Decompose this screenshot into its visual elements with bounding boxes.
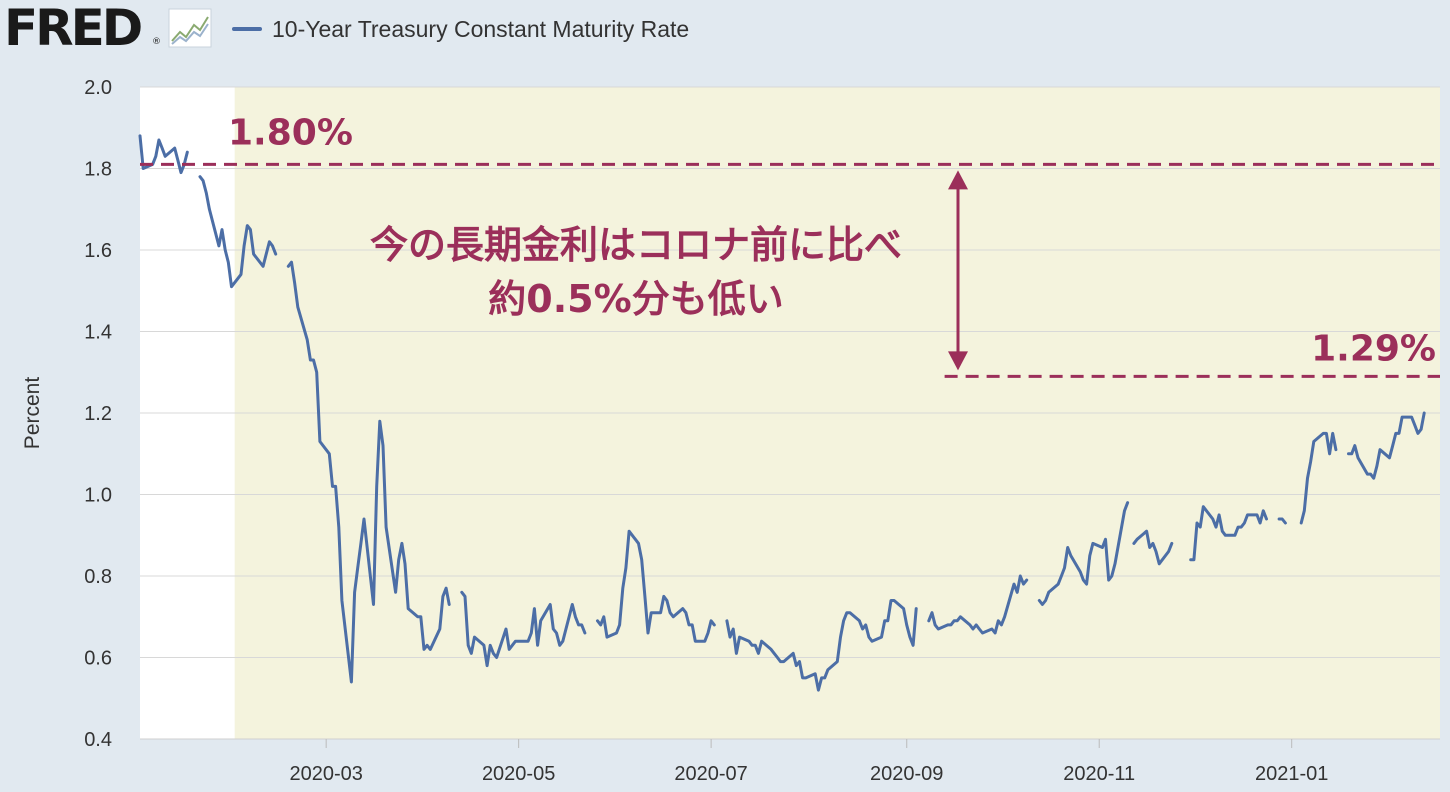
series-line	[1347, 411, 1426, 480]
y-tick-label: 0.8	[84, 566, 112, 588]
series-line	[460, 590, 587, 668]
series-line	[725, 599, 918, 692]
y-tick-label: 1.2	[84, 403, 112, 425]
x-tick-label: 2021-01	[1255, 763, 1328, 785]
arrow-head-down	[948, 351, 968, 371]
series-line	[1299, 431, 1338, 525]
current-value-label: 1.29%	[1311, 328, 1436, 369]
series-line	[1132, 529, 1174, 566]
x-tick-label: 2020-11	[1063, 763, 1135, 785]
y-tick-label: 0.6	[84, 648, 112, 670]
annotation-message-line-2: 約0.5%分も低い	[488, 277, 783, 321]
chart-header: FRED ® 10-Year Treasury Constant Maturit…	[0, 0, 1450, 60]
y-tick-label: 0.4	[84, 729, 112, 751]
series-line	[286, 260, 451, 684]
series-line	[1189, 505, 1268, 562]
legend-swatch	[232, 27, 262, 31]
series-line	[1037, 501, 1130, 606]
x-tick-label: 2020-09	[870, 763, 943, 785]
y-tick-label: 1.4	[84, 322, 112, 344]
chart-line-icon	[168, 8, 212, 48]
series-line	[198, 175, 278, 289]
x-tick-label: 2020-05	[482, 763, 555, 785]
annotation-message-line-1: 今の長期金利はコロナ前に比べ	[370, 223, 902, 267]
x-tick-label: 2020-07	[674, 763, 747, 785]
x-tick-label: 2020-03	[289, 763, 362, 785]
legend-series-label[interactable]: 10-Year Treasury Constant Maturity Rate	[272, 15, 690, 42]
chart-legend: 10-Year Treasury Constant Maturity Rate	[232, 14, 689, 44]
series-line	[927, 574, 1029, 635]
y-tick-label: 1.6	[84, 240, 112, 262]
fred-logo[interactable]: FRED	[4, 0, 143, 57]
registered-mark: ®	[152, 37, 161, 47]
y-axis-title: Percent	[21, 377, 44, 450]
y-tick-label: 1.0	[84, 485, 112, 507]
series-line	[1277, 517, 1287, 525]
series-line	[596, 529, 716, 643]
y-tick-label: 1.8	[84, 159, 112, 181]
y-tick-label: 2.0	[84, 77, 112, 99]
pre-covid-value-label: 1.80%	[228, 112, 353, 153]
arrow-head-up	[948, 170, 968, 190]
